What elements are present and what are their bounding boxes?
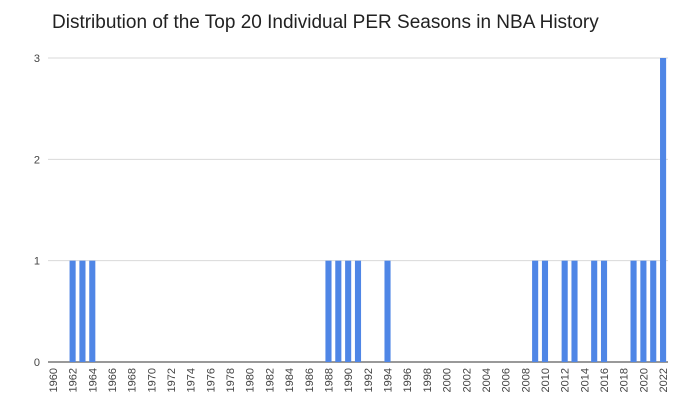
y-tick-label: 3	[34, 53, 40, 65]
x-tick-label: 1974	[186, 368, 198, 392]
x-tick-label: 1970	[146, 368, 158, 392]
bar-2019	[630, 260, 637, 362]
x-tick-label: 2022	[658, 368, 670, 392]
x-tick-label: 2012	[560, 368, 572, 392]
bar-2009	[532, 260, 539, 362]
x-tick-label: 2018	[619, 368, 631, 392]
x-tick-label: 1972	[166, 368, 178, 392]
x-tick-label: 1962	[68, 368, 80, 392]
x-tick-label: 2004	[481, 368, 493, 392]
x-tick-label: 1964	[87, 368, 99, 392]
x-tick-label: 1960	[48, 368, 60, 392]
axis-layer: 0 1 2 3 1960 1962 1964 1966 1968 1970 1972 1974 1976…	[34, 53, 670, 392]
bar-2010	[541, 260, 549, 362]
x-tick-label: 2008	[520, 368, 532, 392]
bar-2022	[660, 58, 667, 362]
y-tick-label: 1	[34, 256, 40, 268]
x-tick-label: 1980	[245, 368, 257, 392]
x-tick-label: 1994	[383, 368, 395, 392]
x-tick-label: 2014	[579, 368, 591, 392]
bar-1988	[325, 260, 332, 362]
x-tick-label: 1982	[264, 368, 276, 392]
x-tick-label: 2010	[540, 368, 552, 392]
bar-1994	[384, 260, 391, 362]
x-tick-label: 1968	[127, 368, 139, 392]
x-tick-label: 1992	[363, 368, 375, 392]
x-tick-label: 1978	[225, 368, 237, 392]
x-tick-label: 1984	[284, 368, 296, 392]
x-tick-label: 1998	[422, 368, 434, 392]
bar-1963	[79, 260, 86, 362]
x-tick-label: 1996	[402, 368, 414, 392]
x-tick-label: 2000	[442, 368, 454, 392]
x-tick-label: 2006	[501, 368, 513, 392]
bar-1964	[89, 260, 96, 362]
bar-2016	[600, 260, 608, 362]
bar-1962	[69, 260, 76, 362]
x-tick-label: 1966	[107, 368, 119, 392]
y-tick-label: 2	[34, 154, 40, 166]
bar-2021	[650, 260, 657, 362]
x-tick-label: 1986	[304, 368, 316, 392]
x-tick-label: 2002	[461, 368, 473, 392]
bar-2013	[571, 260, 578, 362]
bar-1990	[345, 260, 352, 362]
chart-title: Distribution of the Top 20 Individual PE…	[52, 12, 599, 33]
bar-1991	[354, 260, 362, 362]
bar-2015	[591, 260, 598, 362]
x-tick-label: 1988	[323, 368, 335, 392]
bar-1989	[335, 260, 342, 362]
y-tick-label: 0	[34, 357, 40, 369]
x-tick-label: 1990	[343, 368, 355, 392]
bar-layer	[69, 58, 667, 362]
bar-2012	[561, 260, 568, 362]
x-tick-label: 2020	[638, 368, 650, 392]
x-tick-label: 2016	[599, 368, 611, 392]
bar-2020	[640, 260, 647, 362]
x-tick-label: 1976	[205, 368, 217, 392]
